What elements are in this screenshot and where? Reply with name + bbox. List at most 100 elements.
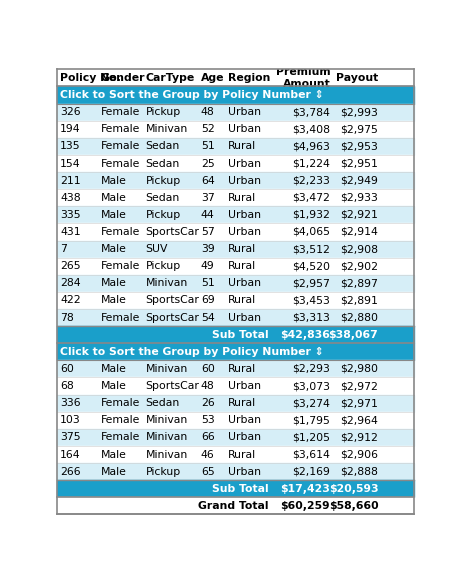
- Text: Sub Total: Sub Total: [212, 484, 268, 494]
- Bar: [57, 429, 413, 446]
- Text: $3,408: $3,408: [291, 124, 330, 134]
- Text: $17,423: $17,423: [280, 484, 330, 494]
- Text: Rural: Rural: [227, 142, 255, 151]
- Text: $2,914: $2,914: [340, 227, 378, 237]
- Bar: [57, 377, 413, 395]
- Text: Urban: Urban: [227, 227, 260, 237]
- Text: $2,971: $2,971: [340, 398, 378, 408]
- Text: Female: Female: [101, 398, 140, 408]
- Bar: [57, 463, 413, 480]
- Text: Urban: Urban: [227, 176, 260, 186]
- Text: Sedan: Sedan: [145, 158, 179, 169]
- Text: 211: 211: [60, 176, 80, 186]
- Bar: [57, 258, 413, 275]
- Text: Rural: Rural: [227, 398, 255, 408]
- Text: Pickup: Pickup: [145, 176, 180, 186]
- Text: Minivan: Minivan: [145, 124, 187, 134]
- Text: Female: Female: [101, 158, 140, 169]
- Text: $2,951: $2,951: [340, 158, 378, 169]
- Text: $4,065: $4,065: [291, 227, 330, 237]
- Text: Male: Male: [101, 192, 127, 203]
- Text: Urban: Urban: [227, 279, 260, 288]
- Bar: [57, 343, 413, 360]
- Text: Male: Male: [101, 176, 127, 186]
- Text: 375: 375: [60, 432, 80, 442]
- Text: $3,784: $3,784: [292, 107, 330, 117]
- Text: Urban: Urban: [227, 415, 260, 425]
- Bar: [57, 275, 413, 292]
- Bar: [57, 87, 413, 103]
- Text: Sedan: Sedan: [145, 142, 179, 151]
- Bar: [57, 206, 413, 224]
- Bar: [57, 480, 413, 497]
- Text: $2,912: $2,912: [340, 432, 378, 442]
- Text: CarType: CarType: [145, 73, 194, 83]
- Text: Female: Female: [101, 313, 140, 323]
- Text: $3,274: $3,274: [292, 398, 330, 408]
- Text: 266: 266: [60, 466, 80, 477]
- Text: 25: 25: [201, 158, 214, 169]
- Bar: [57, 360, 413, 377]
- Text: SportsCar: SportsCar: [145, 295, 199, 305]
- Text: Female: Female: [101, 261, 140, 271]
- Text: 48: 48: [201, 107, 214, 117]
- Bar: [57, 412, 413, 429]
- Text: Urban: Urban: [227, 313, 260, 323]
- Text: Pickup: Pickup: [145, 466, 180, 477]
- Text: $1,932: $1,932: [292, 210, 330, 220]
- Text: Grand Total: Grand Total: [198, 501, 268, 511]
- Text: $2,921: $2,921: [340, 210, 378, 220]
- Text: 422: 422: [60, 295, 80, 305]
- Text: Rural: Rural: [227, 244, 255, 254]
- Bar: [57, 497, 413, 514]
- Bar: [57, 326, 413, 343]
- Text: $2,953: $2,953: [340, 142, 378, 151]
- Bar: [57, 155, 413, 172]
- Text: Region: Region: [227, 73, 269, 83]
- Text: 326: 326: [60, 107, 80, 117]
- Text: $1,224: $1,224: [292, 158, 330, 169]
- Text: Urban: Urban: [227, 381, 260, 391]
- Text: Minivan: Minivan: [145, 415, 187, 425]
- Bar: [57, 138, 413, 155]
- Text: Urban: Urban: [227, 124, 260, 134]
- Text: Male: Male: [101, 450, 127, 460]
- Text: 51: 51: [201, 279, 214, 288]
- Text: $2,957: $2,957: [292, 279, 330, 288]
- Text: $2,980: $2,980: [340, 364, 378, 374]
- Text: 194: 194: [60, 124, 80, 134]
- Text: Click to Sort the Group by Policy Number ⇕: Click to Sort the Group by Policy Number…: [60, 347, 323, 357]
- Text: 54: 54: [201, 313, 214, 323]
- Text: $2,906: $2,906: [340, 450, 378, 460]
- Text: Sedan: Sedan: [145, 398, 179, 408]
- Text: 39: 39: [201, 244, 214, 254]
- Text: 51: 51: [201, 142, 214, 151]
- Text: 69: 69: [201, 295, 214, 305]
- Text: Female: Female: [101, 227, 140, 237]
- Text: Rural: Rural: [227, 261, 255, 271]
- Text: Urban: Urban: [227, 466, 260, 477]
- Text: $1,795: $1,795: [292, 415, 330, 425]
- Text: 68: 68: [60, 381, 73, 391]
- Text: Male: Male: [101, 381, 127, 391]
- Text: Premium
Amount: Premium Amount: [275, 67, 330, 88]
- Text: 52: 52: [201, 124, 214, 134]
- Text: SportsCar: SportsCar: [145, 313, 199, 323]
- Text: Minivan: Minivan: [145, 450, 187, 460]
- Bar: [57, 189, 413, 206]
- Text: 49: 49: [201, 261, 214, 271]
- Text: 44: 44: [201, 210, 214, 220]
- Text: $2,880: $2,880: [340, 313, 378, 323]
- Bar: [57, 224, 413, 240]
- Text: 135: 135: [60, 142, 80, 151]
- Text: $3,472: $3,472: [292, 192, 330, 203]
- Bar: [57, 240, 413, 258]
- Text: $2,933: $2,933: [340, 192, 378, 203]
- Text: 431: 431: [60, 227, 80, 237]
- Text: Female: Female: [101, 415, 140, 425]
- Text: Female: Female: [101, 142, 140, 151]
- Text: 7: 7: [60, 244, 67, 254]
- Text: $20,593: $20,593: [328, 484, 378, 494]
- Text: Urban: Urban: [227, 158, 260, 169]
- Bar: [57, 446, 413, 463]
